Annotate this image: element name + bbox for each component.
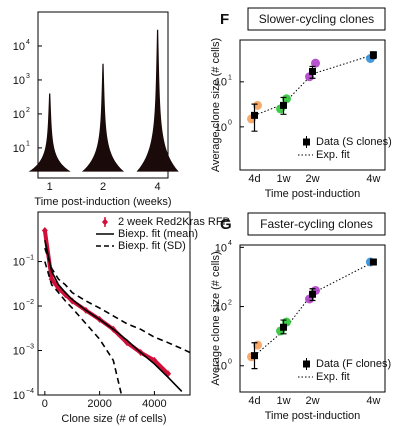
replicate-point: [282, 94, 291, 104]
legend-label: Data (F clones): [316, 358, 391, 370]
y-tick-exponent: −3: [26, 343, 34, 350]
x-tick-label: 4w: [366, 173, 380, 185]
plot-area: [41, 226, 190, 395]
x-tick-label: 1: [47, 181, 53, 193]
y-tick-label: 10: [13, 301, 25, 313]
y-tick-exponent: 1: [26, 141, 30, 148]
x-tick-label: 4000: [142, 398, 166, 410]
panel-letter: F: [220, 11, 229, 28]
y-tick-exponent: 1: [228, 75, 232, 82]
y-tick-label: 10: [13, 390, 25, 402]
data-point: [309, 67, 316, 75]
y-tick-label: 10: [215, 361, 227, 373]
series-line: [44, 247, 190, 354]
swarm: [81, 63, 125, 172]
legend-label: Exp. fit: [316, 149, 350, 161]
y-tick-exponent: 0: [228, 120, 232, 127]
y-tick-label: 10: [13, 109, 25, 121]
data-point: [62, 291, 69, 299]
legend-label: Biexp. fit (SD): [118, 240, 186, 252]
y-tick-label: 10: [13, 345, 25, 357]
data-point: [41, 226, 48, 234]
y-tick-label: 10: [13, 75, 25, 87]
x-axis-label: Clone size (# of cells): [61, 413, 166, 425]
y-tick-exponent: 2: [26, 107, 30, 114]
chart-title: Faster-cycling clones: [260, 217, 373, 231]
legend-label: Biexp. fit (mean): [118, 228, 198, 240]
title-box: [247, 212, 386, 236]
legend-label: Exp. fit: [316, 371, 350, 383]
panel-letter: G: [220, 216, 232, 233]
plot-frame: [37, 11, 169, 179]
y-tick-label: 10: [215, 122, 227, 134]
y-tick-exponent: 3: [26, 73, 30, 80]
swarm: [136, 29, 179, 172]
fit-line: [254, 261, 374, 357]
data-point: [251, 352, 258, 360]
x-tick-label: 2w: [305, 173, 319, 185]
y-tick-label: 10: [215, 301, 227, 313]
replicate-point: [253, 100, 262, 110]
plot-frame: [37, 211, 191, 396]
y-tick-label: 10: [13, 256, 25, 268]
y-tick-exponent: 0: [228, 359, 232, 366]
x-tick-label: 2: [100, 181, 106, 193]
data-point: [280, 323, 287, 331]
x-axis-label: Time post-induction: [265, 188, 361, 200]
legend-label: Data (S clones): [316, 136, 392, 148]
plot-frame: [239, 39, 386, 171]
data-point: [369, 258, 377, 266]
chart-title: Slower-cycling clones: [259, 12, 374, 26]
replicate-point: [311, 58, 320, 68]
data-point: [251, 111, 258, 119]
title-box: [247, 7, 386, 31]
x-tick-label: 2000: [87, 398, 111, 410]
data-point: [69, 297, 76, 305]
x-tick-label: 4d: [248, 173, 260, 185]
y-tick-label: 10: [13, 41, 25, 53]
y-tick-label: 10: [13, 143, 25, 155]
y-axis-label: Average clone size (# cells): [210, 38, 222, 172]
y-tick-exponent: 4: [228, 240, 232, 247]
series-line: [44, 240, 183, 393]
legend-symbol: [102, 218, 108, 226]
x-tick-label: 4: [155, 181, 161, 193]
x-tick-label: 0: [42, 398, 48, 410]
x-tick-label: 4w: [366, 395, 380, 407]
series-line: [44, 261, 123, 395]
x-axis-label: Time post-induction: [265, 410, 361, 422]
plot-frame: [239, 244, 386, 393]
x-tick-label: 1w: [276, 173, 290, 185]
x-axis-label: Time post-induction (weeks): [34, 196, 171, 208]
x-tick-label: 1w: [276, 395, 290, 407]
legend-label: 2 week Red2Kras RFP: [118, 216, 230, 228]
y-tick-label: 10: [215, 77, 227, 89]
data-point: [369, 51, 377, 59]
y-tick-label: 10: [215, 242, 227, 254]
swarm: [28, 93, 71, 172]
y-tick-exponent: −2: [26, 299, 34, 306]
y-axis-label: Average clone size (# cells): [210, 251, 222, 385]
y-tick-exponent: −1: [26, 254, 34, 261]
x-tick-label: 2w: [305, 395, 319, 407]
x-tick-label: 4d: [248, 395, 260, 407]
data-point: [280, 101, 287, 109]
data-point: [309, 290, 316, 298]
y-tick-exponent: 2: [228, 299, 232, 306]
y-tick-exponent: −4: [26, 388, 34, 395]
series-line: [42, 230, 170, 376]
y-tick-exponent: 4: [26, 39, 30, 46]
